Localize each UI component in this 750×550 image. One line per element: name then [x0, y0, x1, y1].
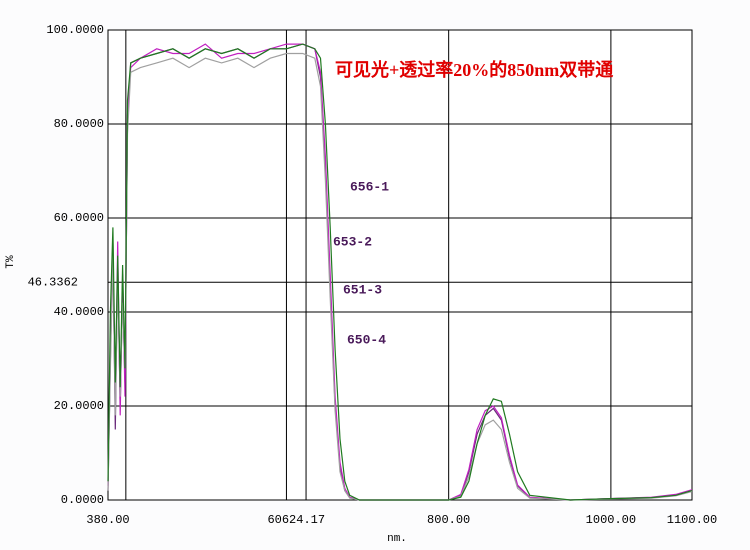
series-label: 653-2 [333, 234, 372, 249]
y-tick-label: 40.0000 [54, 305, 104, 319]
x-tick-label: 800.00 [427, 513, 470, 527]
y-axis-label: T% [5, 255, 17, 269]
x-cursor-label: 60624.17 [267, 513, 325, 527]
chart-title: 可见光+透过率20%的850nm双带通 [335, 59, 613, 80]
plot-area [107, 29, 693, 501]
y-tick-label: 100.0000 [46, 23, 104, 37]
y-cursor-label: 46.3362 [28, 275, 78, 289]
x-axis-label: nm. [387, 533, 407, 545]
series-label: 656-1 [350, 179, 389, 194]
series-label: 650-4 [347, 332, 386, 347]
y-tick-label: 60.0000 [54, 211, 104, 225]
x-tick-label: 1100.00 [667, 513, 717, 527]
x-tick-label: 1000.00 [586, 513, 636, 527]
series-line [107, 43, 693, 501]
y-tick-label: 0.0000 [61, 493, 104, 507]
series-label: 651-3 [343, 282, 382, 297]
y-tick-label: 80.0000 [54, 117, 104, 131]
x-tick-label: 380.00 [86, 513, 129, 527]
y-tick-label: 20.0000 [54, 399, 104, 413]
